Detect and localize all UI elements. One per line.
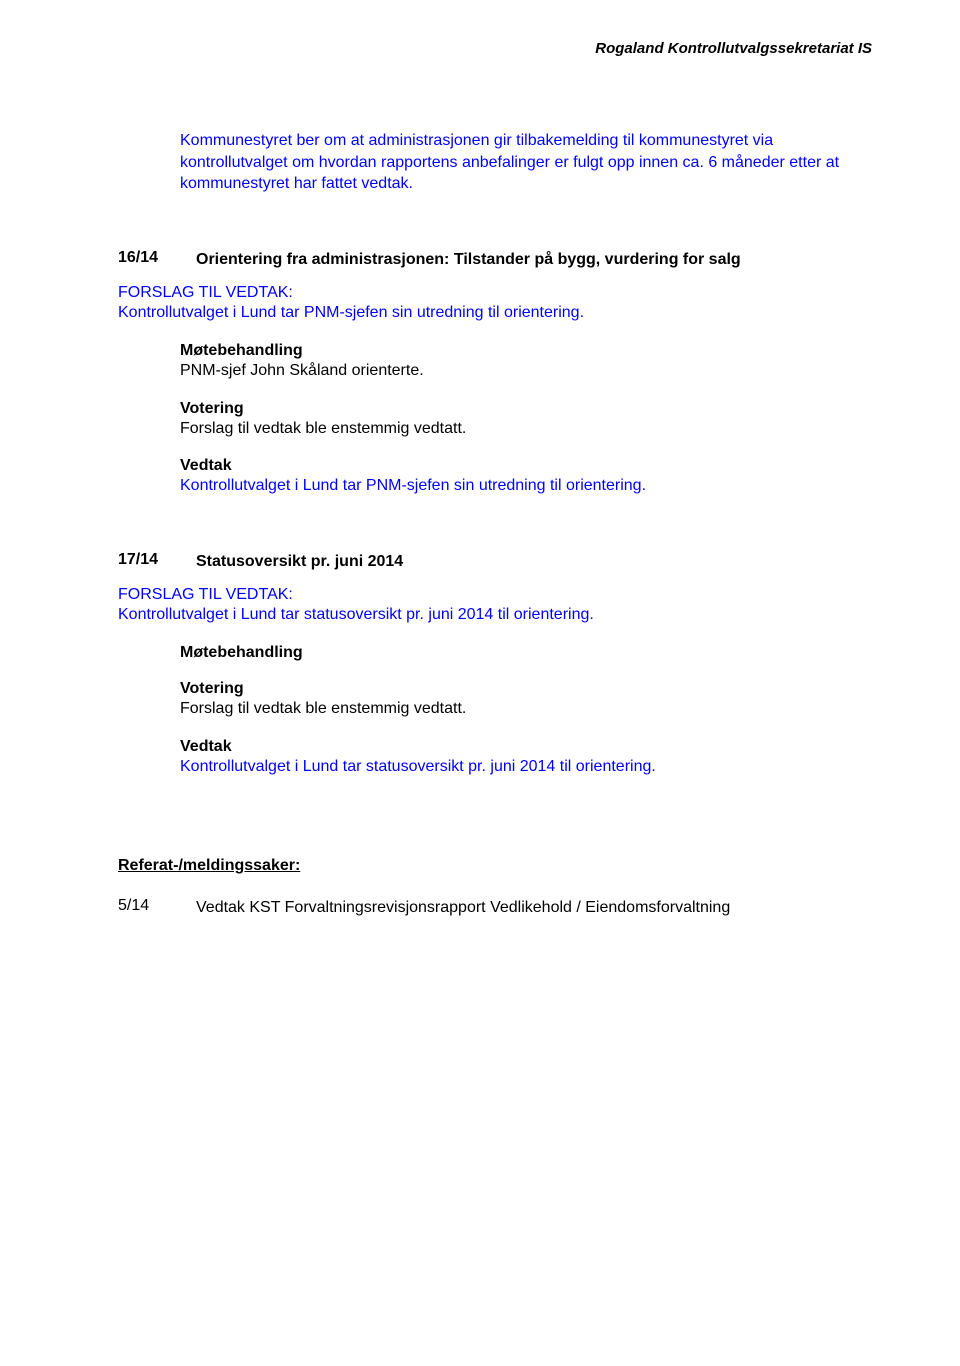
item-17-vedtak: Vedtak Kontrollutvalget i Lund tar statu… — [180, 738, 872, 778]
vedtak-body: Kontrollutvalget i Lund tar statusoversi… — [180, 756, 872, 778]
item-17-forslag-label: FORSLAG TIL VEDTAK: — [118, 586, 872, 604]
votering-label: Votering — [180, 680, 872, 698]
item-17-motebehandling: Møtebehandling — [180, 644, 872, 662]
item-17-row: 17/14 Statusoversikt pr. juni 2014 — [118, 551, 872, 573]
item-16-motebehandling: Møtebehandling PNM-sjef John Skåland ori… — [180, 342, 872, 382]
item-17-votering: Votering Forslag til vedtak ble enstemmi… — [180, 680, 872, 720]
vedtak-label: Vedtak — [180, 457, 872, 475]
item-16-vedtak: Vedtak Kontrollutvalget i Lund tar PNM-s… — [180, 457, 872, 497]
motebehandling-label: Møtebehandling — [180, 644, 872, 662]
header-organization: Rogaland Kontrollutvalgssekretariat IS — [595, 40, 872, 57]
referat-item-row: 5/14 Vedtak KST Forvaltningsrevisjonsrap… — [118, 897, 872, 919]
votering-label: Votering — [180, 400, 872, 418]
motebehandling-body: PNM-sjef John Skåland orienterte. — [180, 360, 872, 382]
referat-item-title: Vedtak KST Forvaltningsrevisjonsrapport … — [196, 897, 872, 919]
document-content: Kommunestyret ber om at administrasjonen… — [118, 130, 872, 919]
vedtak-body: Kontrollutvalget i Lund tar PNM-sjefen s… — [180, 475, 872, 497]
item-16-forslag-label: FORSLAG TIL VEDTAK: — [118, 284, 872, 302]
votering-body: Forslag til vedtak ble enstemmig vedtatt… — [180, 418, 872, 440]
item-16-title: Orientering fra administrasjonen: Tilsta… — [196, 249, 872, 271]
referat-item-number: 5/14 — [118, 897, 196, 919]
item-16-row: 16/14 Orientering fra administrasjonen: … — [118, 249, 872, 271]
vedtak-label: Vedtak — [180, 738, 872, 756]
intro-paragraph: Kommunestyret ber om at administrasjonen… — [180, 130, 872, 195]
item-16-forslag-body: Kontrollutvalget i Lund tar PNM-sjefen s… — [118, 302, 872, 324]
item-16-number: 16/14 — [118, 249, 196, 271]
item-17-title: Statusoversikt pr. juni 2014 — [196, 551, 872, 573]
votering-body: Forslag til vedtak ble enstemmig vedtatt… — [180, 698, 872, 720]
item-17-number: 17/14 — [118, 551, 196, 573]
item-17-forslag-body: Kontrollutvalget i Lund tar statusoversi… — [118, 604, 872, 626]
motebehandling-label: Møtebehandling — [180, 342, 872, 360]
referat-heading: Referat-/meldingssaker: — [118, 857, 872, 875]
item-16-votering: Votering Forslag til vedtak ble enstemmi… — [180, 400, 872, 440]
